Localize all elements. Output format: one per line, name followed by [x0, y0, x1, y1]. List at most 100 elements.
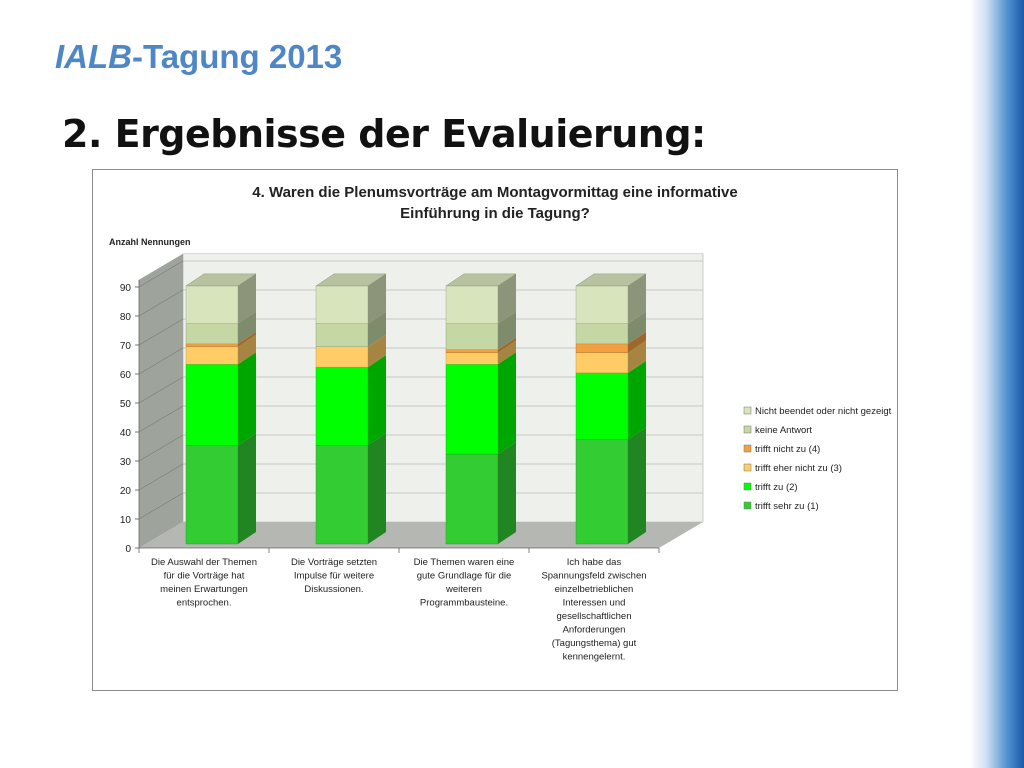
legend-label-4: trifft eher nicht zu (3): [755, 463, 842, 474]
x-category-label-1-line-1: Die Auswahl der Themen: [151, 557, 257, 568]
bar-3-segment-5: [445, 323, 499, 350]
bar-1-top: [185, 273, 257, 287]
bar-3-segment-1-side: [498, 442, 516, 544]
bar-4-segment-3: [575, 352, 629, 374]
stacked-bar-chart: 4. Waren die Plenumsvorträge am Montagvo…: [109, 184, 892, 663]
gridline-side: [138, 463, 184, 491]
bar-4-segment-3-side: [628, 340, 646, 373]
bar-3-top: [445, 273, 517, 287]
x-category-label-4-line-4: Interessen und: [563, 598, 626, 609]
y-tick-label: 60: [120, 370, 132, 381]
bar-1-segment-4-side: [238, 331, 256, 347]
bar-4-segment-4-side: [628, 331, 646, 353]
bar-4-segment-6: [575, 285, 629, 324]
bar-3-segment-6: [445, 285, 499, 324]
y-tick-label: 70: [120, 341, 132, 352]
bar-2-segment-3: [315, 346, 369, 368]
decorative-side-bar: [970, 0, 1024, 768]
bar-3-segment-5-side: [498, 311, 516, 350]
bar-2-segment-2: [315, 366, 369, 446]
bar-3-segment-4-side: [498, 337, 516, 353]
x-category-label-2-line-1: Die Vorträge setzten: [291, 557, 377, 568]
conference-header: IALB-Tagung 2013: [55, 38, 342, 76]
bar-3-segment-2-side: [498, 352, 516, 455]
bar-2-segment-2-side: [368, 355, 386, 446]
x-category-label-3-line-4: Programmbausteine.: [420, 598, 508, 609]
bar-1-segment-5-side: [238, 311, 256, 344]
bar-2-segment-5: [315, 323, 369, 348]
gridline-side: [138, 347, 184, 375]
bar-4-segment-1-side: [628, 427, 646, 544]
legend-swatch-2: [743, 425, 752, 434]
x-category-label-1-line-2: für die Vorträge hat: [164, 571, 245, 582]
x-category-label-4-line-3: einzelbetrieblichen: [555, 584, 634, 595]
bar-3-segment-2: [445, 363, 499, 455]
x-category-label-3-line-2: gute Grundlage für die: [417, 571, 512, 582]
bar-4-segment-5: [575, 323, 629, 345]
bar-1-segment-3: [185, 346, 239, 365]
legend-swatch-6: [743, 501, 752, 510]
y-tick-label: 10: [120, 515, 132, 526]
bar-1-segment-6: [185, 285, 239, 324]
x-category-label-3-line-3: weiteren: [445, 584, 482, 595]
bar-4-top: [575, 273, 647, 287]
x-category-label-4-line-5: gesellschaftlichen: [557, 611, 632, 622]
bar-1-segment-2: [185, 363, 239, 446]
bar-4-segment-4: [575, 343, 629, 353]
y-tick-label: 50: [120, 399, 132, 410]
legend-swatch-3: [743, 444, 752, 453]
chart-frame: 4. Waren die Plenumsvorträge am Montagvo…: [92, 169, 898, 691]
bar-4-segment-6-side: [628, 273, 646, 324]
y-tick-label: 30: [120, 457, 132, 468]
bar-2-segment-3-side: [368, 334, 386, 368]
conference-year: -Tagung 2013: [132, 38, 343, 75]
gridline-side: [138, 318, 184, 346]
x-category-label-4-line-1: Ich habe das: [567, 557, 622, 568]
legend-swatch-4: [743, 463, 752, 472]
x-category-label-2-line-2: Impulse für weitere: [294, 571, 374, 582]
y-tick-label: 80: [120, 312, 132, 323]
x-category-label-1-line-4: entsprochen.: [177, 598, 232, 609]
x-category-label-2-line-3: Diskussionen.: [304, 584, 363, 595]
x-category-label-4-line-7: (Tagungsthema) gut: [552, 638, 637, 649]
chart-title-line-2: Einführung in die Tagung?: [400, 205, 590, 222]
x-category-label-4-line-6: Anforderungen: [563, 625, 626, 636]
gridline-side: [138, 260, 184, 288]
legend-label-2: keine Antwort: [755, 425, 812, 436]
bar-2-segment-1: [315, 445, 369, 545]
x-category-label-1-line-3: meinen Erwartungen: [160, 584, 248, 595]
y-tick-label: 20: [120, 486, 132, 497]
bar-1-segment-1: [185, 445, 239, 545]
bar-1-segment-2-side: [238, 352, 256, 446]
bar-4-segment-2-side: [628, 360, 646, 440]
bar-4-segment-1: [575, 439, 629, 545]
bar-3-segment-3-side: [498, 340, 516, 365]
gridline-side: [138, 434, 184, 462]
bar-2-segment-1-side: [368, 433, 386, 544]
bar-1-segment-5: [185, 323, 239, 345]
y-tick-label: 0: [125, 544, 131, 555]
bar-3-segment-4: [445, 349, 499, 353]
legend-label-6: trifft sehr zu (1): [755, 501, 819, 512]
legend-label-3: trifft nicht zu (4): [755, 444, 820, 455]
bar-1-segment-1-side: [238, 433, 256, 544]
bar-1-segment-3-side: [238, 334, 256, 365]
bar-3-segment-6-side: [498, 273, 516, 324]
conference-brand: IALB: [55, 38, 132, 75]
gridline-side: [138, 289, 184, 317]
bar-1-segment-4: [185, 343, 239, 347]
gridline-side: [138, 376, 184, 404]
x-category-label-4-line-2: Spannungsfeld zwischen: [541, 571, 646, 582]
gridline-side: [138, 405, 184, 433]
bar-4-segment-5-side: [628, 311, 646, 344]
bar-3-segment-1: [445, 453, 499, 545]
y-tick-label: 40: [120, 428, 132, 439]
y-axis-label: Anzahl Nennungen: [109, 237, 191, 247]
bar-1-segment-6-side: [238, 273, 256, 324]
legend-swatch-1: [743, 406, 752, 415]
bar-2-segment-6-side: [368, 273, 386, 324]
chart-floor: [139, 522, 703, 548]
chart-title-line-1: 4. Waren die Plenumsvorträge am Montagvo…: [252, 184, 737, 201]
bar-2-top: [315, 273, 387, 287]
legend-label-1: Nicht beendet oder nicht gezeigt: [755, 406, 892, 417]
